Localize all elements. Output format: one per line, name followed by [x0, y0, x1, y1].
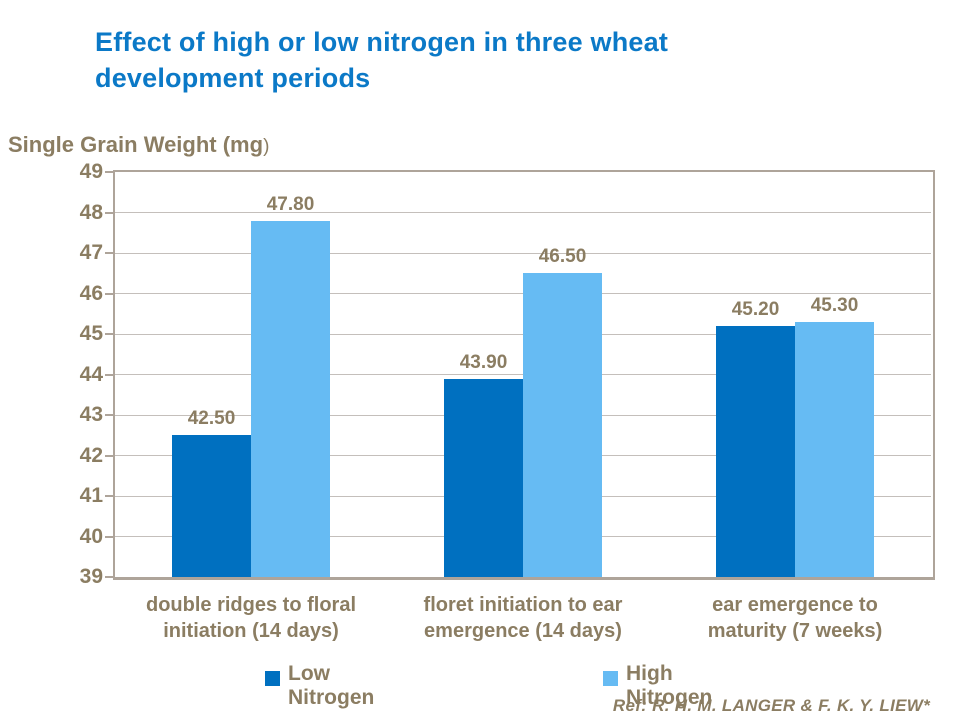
y-tick-label: 43: [79, 403, 103, 426]
gridline: [115, 212, 931, 213]
bar-high-nitrogen: [795, 321, 874, 577]
legend-swatch-high-nitrogen: [603, 671, 618, 686]
y-tick-label: 40: [79, 524, 103, 548]
y-tick: [105, 576, 114, 578]
y-tick: [105, 495, 114, 497]
y-tick-label: 42: [79, 443, 103, 467]
reference-text: Ref: R. H. M. LANGER & F. K. Y. LIEW*: [612, 696, 930, 715]
bar-value-label: 45.30: [810, 294, 859, 316]
y-tick-label: 46: [79, 281, 103, 305]
bar-high-nitrogen: [251, 220, 330, 577]
y-tick: [105, 292, 114, 295]
chart-title: Effect of high or low nitrogen in three …: [95, 27, 669, 93]
y-tick: [105, 535, 114, 538]
bar-value-label: 46.50: [538, 246, 587, 268]
y-tick: [105, 211, 114, 214]
legend-swatch-low-nitrogen: [265, 671, 280, 686]
legend-label-low-nitrogen: Low Nitrogen: [288, 662, 375, 709]
y-tick: [105, 373, 114, 376]
y-tick: [105, 454, 114, 457]
y-tick-label: 47: [79, 241, 103, 264]
y-tick: [105, 171, 114, 173]
y-tick-label: 48: [79, 200, 103, 224]
bar-value-label: 47.80: [266, 193, 315, 215]
bar-low-nitrogen: [172, 435, 251, 577]
y-axis-title-main: Single Grain Weight (mg: [8, 132, 264, 157]
y-tick-label: 44: [79, 362, 103, 386]
y-tick: [105, 414, 114, 416]
x-category-label: ear emergence to maturity (7 weeks): [707, 594, 883, 642]
x-category-label: double ridges to floral initiation (14 d…: [145, 594, 356, 642]
y-tick: [105, 252, 114, 254]
bar-low-nitrogen: [444, 378, 523, 577]
bar-value-label: 42.50: [187, 408, 236, 430]
y-tick-label: 39: [79, 565, 103, 588]
y-axis-title-paren: ): [263, 136, 270, 157]
y-tick-label: 41: [79, 484, 103, 507]
y-tick-label: 45: [79, 322, 103, 345]
bar-value-label: 43.90: [459, 351, 508, 373]
y-tick-label: 49: [79, 160, 103, 183]
x-category-label: floret initiation to ear emergence (14 d…: [423, 594, 623, 642]
y-tick: [105, 333, 114, 335]
bar-high-nitrogen: [523, 273, 602, 577]
legend-label-high-nitrogen: High Nitrogen: [626, 662, 713, 709]
gridline: [115, 252, 931, 254]
y-axis-title: Single Grain Weight (mg): [8, 132, 269, 158]
bar-value-label: 45.20: [731, 298, 780, 320]
bar-low-nitrogen: [716, 325, 795, 577]
